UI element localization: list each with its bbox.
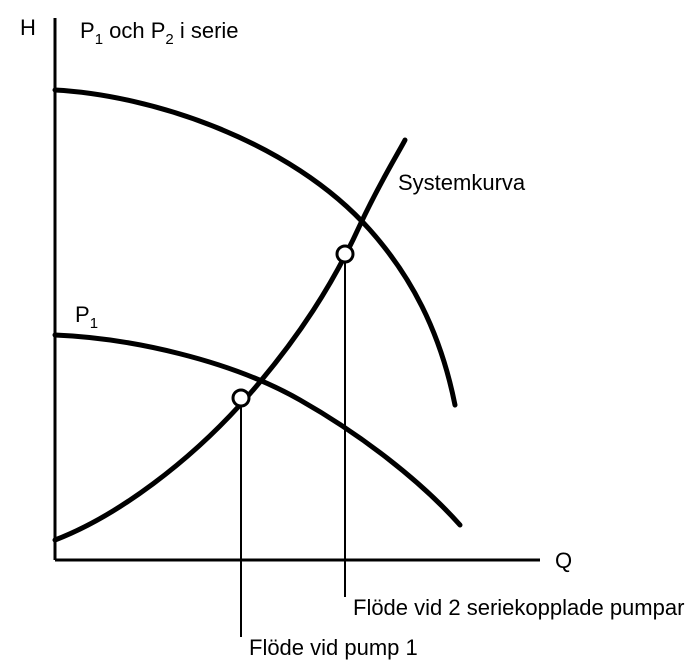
single-curve-label: P1	[75, 302, 98, 332]
operating-point-pump1	[233, 390, 249, 406]
combined-pump-curve	[55, 90, 455, 405]
drop-label-pump1: Flöde vid pump 1	[249, 635, 418, 660]
y-axis-label: H	[20, 15, 36, 40]
x-axis-label: Q	[555, 548, 572, 573]
system-curve-label: Systemkurva	[398, 170, 526, 195]
combined-curve-label: P1 och P2 i serie	[80, 18, 239, 48]
single-pump-curve	[55, 335, 460, 525]
drop-label-series: Flöde vid 2 seriekopplade pumpar	[353, 595, 684, 620]
operating-point-series	[337, 246, 353, 262]
